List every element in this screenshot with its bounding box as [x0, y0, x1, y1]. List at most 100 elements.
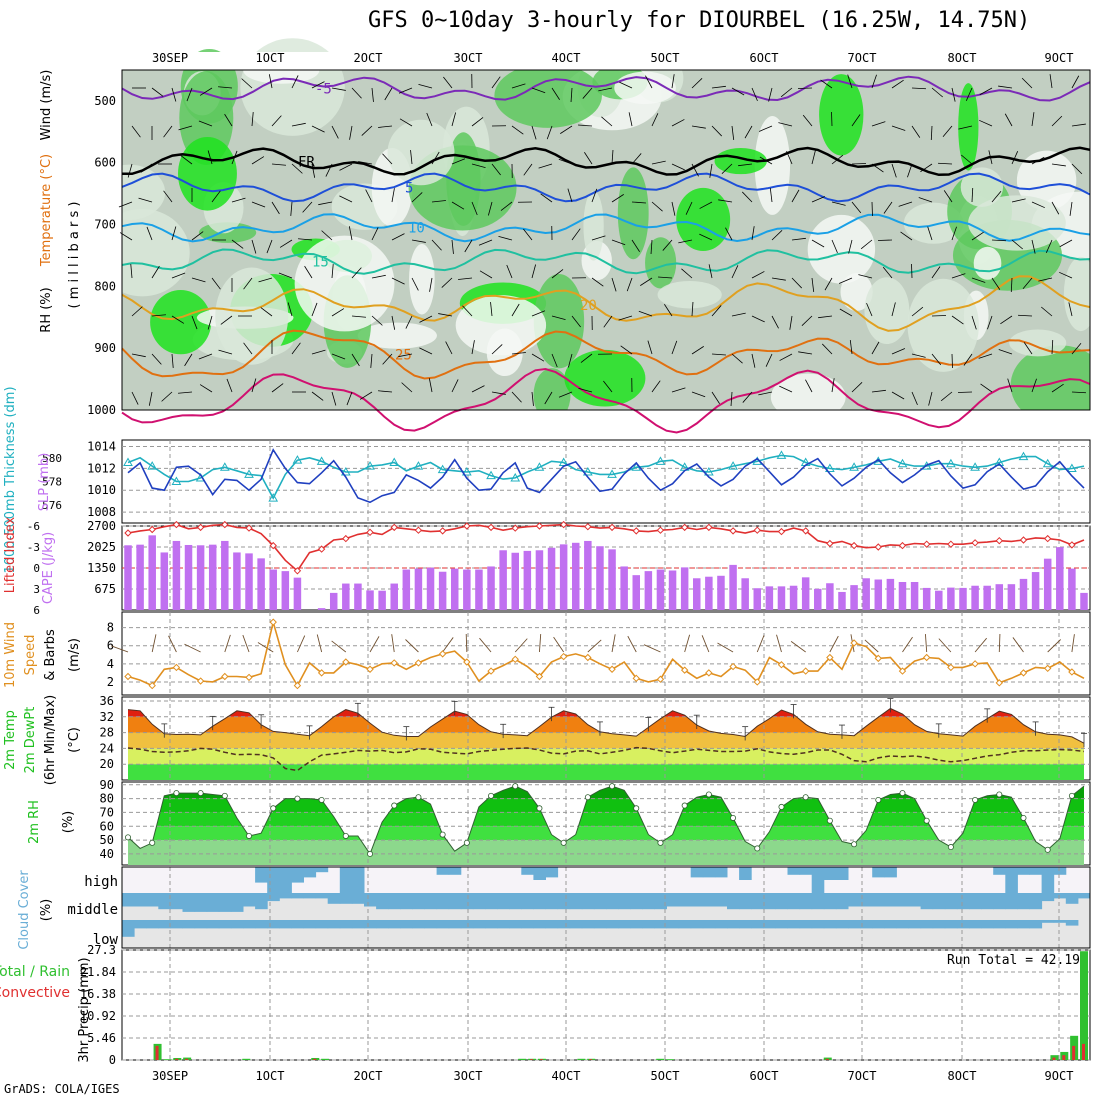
- wind-barb: [184, 353, 193, 367]
- wind-barb: [711, 85, 726, 89]
- rh2m-marker: [730, 814, 737, 821]
- wind10-barb: [627, 635, 637, 653]
- thickness-marker: [147, 461, 158, 470]
- wind-barb: [931, 266, 941, 279]
- temp-band: [128, 732, 1084, 749]
- thickness-marker: [897, 458, 908, 468]
- cloud-low-bar: [327, 920, 341, 929]
- cloud-middle-bar: [182, 893, 196, 912]
- wind-barb: [531, 264, 537, 279]
- cloud-label-2: (%): [39, 899, 54, 922]
- cloud-high-label: high: [84, 874, 118, 890]
- cape-bar: [463, 569, 471, 610]
- wind10-marker: [632, 674, 640, 683]
- wind-barb: [419, 347, 433, 355]
- wind-barb: [831, 239, 838, 254]
- thickness-marker: [389, 457, 400, 467]
- thickness-marker: [461, 467, 472, 476]
- thickness-slp-frame: [121, 439, 1091, 524]
- wind10-marker: [245, 673, 253, 682]
- wind-barb: [540, 193, 553, 203]
- wind10-barb: [151, 634, 157, 653]
- wind-barb: [544, 391, 553, 405]
- wind-barb: [211, 277, 221, 290]
- cloud-middle-bar: [460, 893, 474, 910]
- wind-barb: [611, 194, 624, 203]
- wind10-marker: [438, 650, 447, 658]
- wind-barb: [331, 125, 339, 139]
- thickness-tick: 576: [42, 499, 62, 512]
- wind-barb: [965, 87, 973, 101]
- lifted-index-marker: [826, 539, 834, 548]
- contour-label: FR: [298, 154, 315, 170]
- wind-barb: [978, 353, 993, 359]
- wind-barb: [1031, 239, 1036, 254]
- cape-bar: [559, 544, 568, 610]
- wind-barb: [180, 155, 193, 165]
- wind-barb: [1041, 306, 1053, 317]
- wind-barb: [405, 315, 413, 329]
- cloud-middle-bar: [351, 893, 365, 904]
- wind-barb: [331, 87, 346, 91]
- cape-bar: [801, 577, 810, 610]
- wind-barb: [771, 277, 786, 281]
- wind10-marker: [801, 667, 810, 675]
- wind-barb: [991, 277, 1001, 290]
- wind-barb: [471, 117, 484, 127]
- lifted-index-marker: [124, 529, 132, 537]
- wind-label: Wind (m/s): [39, 70, 54, 141]
- cloud-middle-bar: [1077, 893, 1091, 899]
- precip-tick: 10.92: [80, 1009, 116, 1023]
- top-date-label: 4OCT: [552, 51, 581, 65]
- cape-bar: [571, 542, 580, 610]
- temp-tick: 20: [100, 757, 114, 771]
- wind-barb: [1007, 378, 1013, 393]
- thickness-label: 1000-500mb Thickness (dm): [3, 386, 18, 573]
- wind-barb: [940, 391, 953, 402]
- wind-barb: [911, 87, 927, 90]
- wind-barb: [198, 120, 213, 127]
- cloud-low-bar: [376, 920, 389, 929]
- wind-barb: [291, 75, 299, 89]
- cloud-middle-bar: [436, 893, 450, 910]
- temp-line: [127, 707, 1085, 744]
- wind10-tick: 8: [107, 621, 114, 635]
- cape-bar: [947, 587, 955, 610]
- wind-barb: [491, 163, 501, 176]
- cloud-high-bar: [1017, 867, 1030, 875]
- wind-barb: [558, 391, 573, 398]
- wind-barb: [1049, 74, 1053, 89]
- lifted-index-marker: [898, 541, 907, 550]
- cloud-high-bar: [279, 867, 292, 893]
- cloud-low-bar: [436, 920, 450, 929]
- lifted-index-marker: [366, 528, 374, 537]
- wind-barb: [451, 379, 459, 393]
- wind-barb: [428, 378, 433, 393]
- wind-barb: [671, 119, 685, 127]
- wind-barb: [779, 385, 793, 393]
- wind-barb: [151, 87, 164, 97]
- wind-barb: [163, 125, 173, 138]
- wind-barb: [118, 201, 133, 208]
- wind10-marker: [850, 639, 858, 647]
- wind-barb: [1071, 75, 1080, 89]
- wind-barb: [268, 74, 273, 89]
- cloud-high-bar: [545, 867, 559, 878]
- rh2m-marker: [463, 839, 470, 846]
- wind-barb: [511, 303, 520, 317]
- wind10-marker: [898, 667, 907, 675]
- wind-barb: [619, 81, 633, 89]
- cloud-low-bar: [642, 920, 655, 929]
- wind-barb: [786, 150, 793, 165]
- wind-barb: [971, 315, 977, 330]
- wind10-barb: [938, 638, 952, 653]
- wind-barb: [551, 353, 558, 368]
- rh-blob: [973, 246, 1002, 280]
- cloud-middle-bar: [569, 893, 583, 910]
- cape-bar: [426, 567, 435, 610]
- cloud-middle-label: middle: [67, 902, 118, 918]
- wind10-marker: [656, 675, 665, 683]
- rh-blob: [1010, 345, 1100, 426]
- cloud-middle-bar: [606, 893, 619, 910]
